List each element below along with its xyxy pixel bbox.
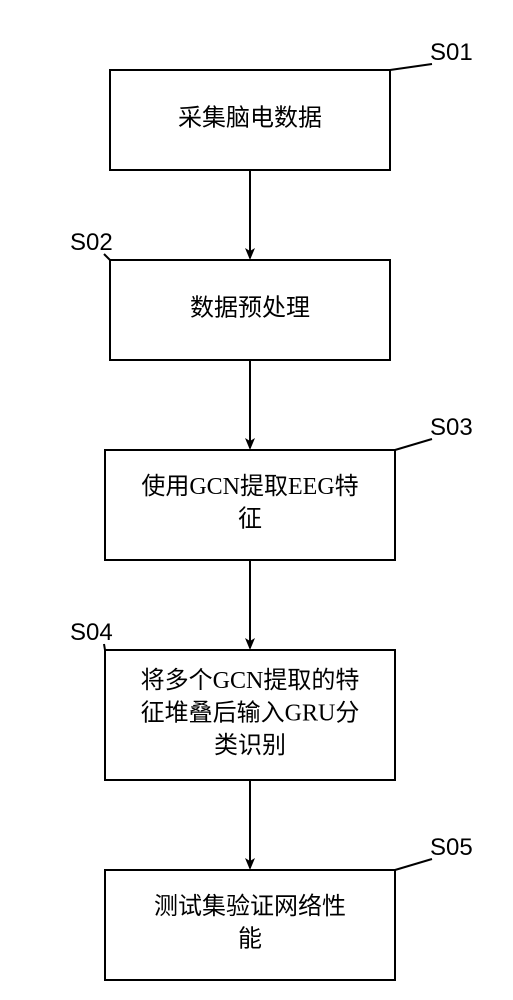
node-text-line: 类识别 [214,732,286,759]
flow-node-s03: 使用GCN提取EEG特征 S03 [105,414,473,560]
step-label-s01: S01 [430,39,473,66]
step-label-connector [395,859,432,870]
step-label-s02: S02 [70,229,113,256]
step-label-connector [395,439,432,450]
flow-node-s02: 数据预处理 S02 [70,229,390,360]
node-text-line: 能 [238,926,262,953]
node-box [105,450,395,560]
step-label-connector [390,64,432,70]
step-label-s03: S03 [430,414,473,441]
flow-node-s05: 测试集验证网络性能 S05 [105,834,473,980]
node-text-line: 采集脑电数据 [178,104,322,131]
node-text-line: 征 [238,506,262,533]
step-label-s05: S05 [430,834,473,861]
step-label-connector [104,644,105,650]
flowchart-canvas: 采集脑电数据 S01 数据预处理 S02 使用GCN提取EEG特征 S03 将多个GCN提取… [0,0,513,1000]
node-text-line: 测试集验证网络性 [154,893,346,920]
flow-node-s01: 采集脑电数据 S01 [110,39,473,170]
node-text-line: 使用GCN提取EEG特 [141,473,358,500]
flow-node-s04: 将多个GCN提取的特征堆叠后输入GRU分类识别 S04 [70,619,395,780]
node-text-line: 征堆叠后输入GRU分 [141,699,360,726]
step-label-s04: S04 [70,619,113,646]
node-text-line: 数据预处理 [190,294,310,321]
node-box [105,870,395,980]
node-text-line: 将多个GCN提取的特 [141,667,360,694]
